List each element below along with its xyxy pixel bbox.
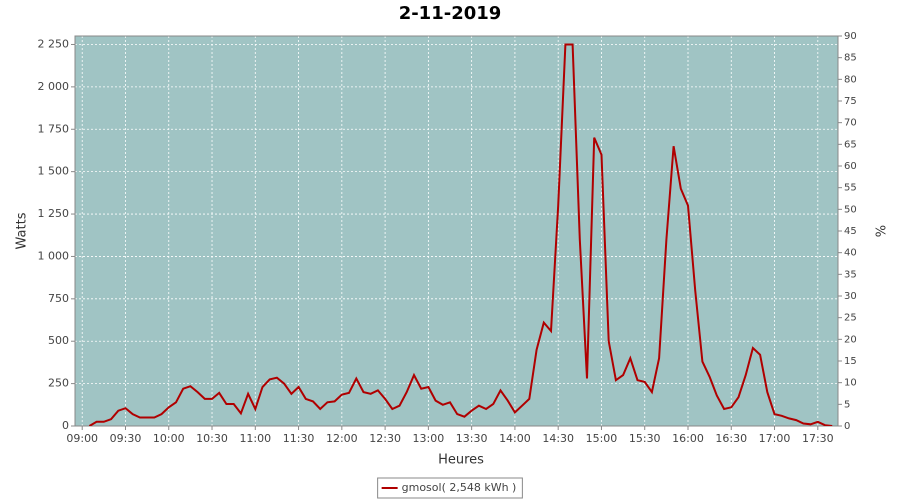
- y2-tick-label: 50: [844, 204, 857, 215]
- data-line: [88, 43, 833, 426]
- y2-tick-label: 90: [844, 31, 857, 42]
- x-tick-label: 12:00: [326, 432, 358, 445]
- plot-border: [74, 35, 839, 427]
- y2-tick-label: 40: [844, 248, 857, 259]
- x-tick-label: 16:00: [672, 432, 704, 445]
- y-tick-label: 1 000: [38, 249, 70, 262]
- y2-tick-label: 80: [844, 74, 857, 85]
- y2-tick-label: 70: [844, 118, 857, 129]
- y-tick-label: 1 750: [38, 122, 70, 135]
- x-tick-label: 09:30: [110, 432, 142, 445]
- y2-tick-label: 25: [844, 313, 857, 324]
- y-tick-label: 750: [48, 292, 69, 305]
- y2-tick-label: 85: [844, 53, 857, 64]
- y2-tick-label: 15: [844, 356, 857, 367]
- y2-tick-label: 45: [844, 226, 857, 237]
- y2-tick-label: 20: [844, 334, 857, 345]
- x-tick-label: 11:30: [283, 432, 315, 445]
- x-tick-label: 17:30: [802, 432, 834, 445]
- y-axis-label: Watts: [15, 212, 30, 249]
- x-tick-label: 15:00: [586, 432, 618, 445]
- x-tick-label: 13:30: [456, 432, 488, 445]
- y2-tick-label: 65: [844, 139, 857, 150]
- x-tick-label: 10:30: [196, 432, 228, 445]
- x-tick-label: 12:30: [369, 432, 401, 445]
- legend-label: gmosol( 2,548 kWh ): [402, 481, 517, 494]
- y-tick-label: 0: [62, 419, 69, 432]
- x-tick-label: 14:00: [499, 432, 531, 445]
- x-tick-label: 17:00: [759, 432, 791, 445]
- x-tick-label: 16:30: [715, 432, 747, 445]
- y2-tick-label: 35: [844, 269, 857, 280]
- y2-axis-label: %: [875, 225, 890, 237]
- y2-tick-label: 5: [844, 399, 850, 410]
- y-tick-label: 2 000: [38, 80, 70, 93]
- y-tick-label: 1 500: [38, 165, 70, 178]
- y2-tick-label: 0: [844, 421, 850, 432]
- y2-tick-label: 55: [844, 183, 857, 194]
- x-tick-label: 11:00: [239, 432, 271, 445]
- x-tick-label: 15:30: [629, 432, 661, 445]
- x-tick-label: 10:00: [153, 432, 185, 445]
- y-tick-label: 500: [48, 334, 69, 347]
- chart-title: 2-11-2019: [399, 3, 502, 24]
- legend: gmosol( 2,548 kWh ): [377, 477, 523, 499]
- legend-box: [377, 477, 523, 499]
- y-tick-label: 2 250: [38, 37, 70, 50]
- x-tick-label: 14:30: [542, 432, 574, 445]
- y-tick-label: 250: [48, 377, 69, 390]
- y2-tick-label: 30: [844, 291, 857, 302]
- x-tick-label: 09:00: [66, 432, 98, 445]
- y2-tick-label: 75: [844, 96, 857, 107]
- x-tick-label: 13:00: [413, 432, 445, 445]
- y2-tick-label: 10: [844, 378, 857, 389]
- y-tick-label: 1 250: [38, 207, 70, 220]
- y2-tick-label: 60: [844, 161, 857, 172]
- plot-background: [75, 36, 838, 426]
- x-axis-label: Heures: [438, 453, 484, 468]
